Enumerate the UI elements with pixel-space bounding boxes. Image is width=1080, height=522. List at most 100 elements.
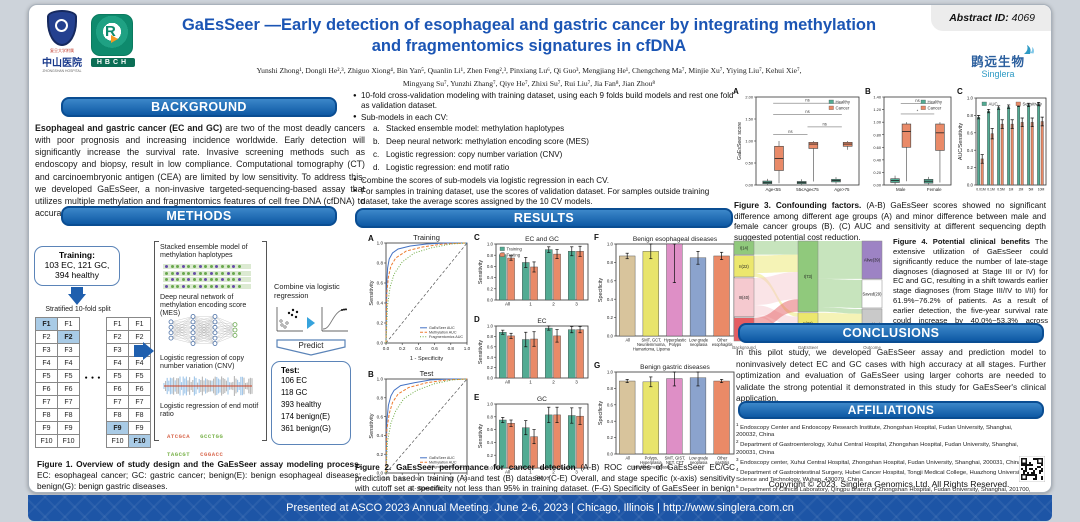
svg-text:All: All — [626, 456, 631, 461]
background-paragraph: Esophageal and gastric cancer (EC and GC… — [35, 122, 365, 219]
zhongshan-affil-text: 复旦大学附属 — [50, 48, 74, 53]
svg-text:I(14): I(14) — [740, 245, 749, 250]
svg-text:All: All — [505, 302, 510, 307]
svg-text:Fragmentomics AUC: Fragmentomics AUC — [429, 335, 463, 339]
svg-text:Background: Background — [732, 345, 756, 350]
svg-text:0.2: 0.2 — [399, 476, 406, 481]
svg-text:Alive(39): Alive(39) — [864, 258, 881, 263]
svg-text:0.60: 0.60 — [873, 145, 881, 150]
svg-text:GaEsSeer AUC: GaEsSeer AUC — [429, 456, 455, 460]
svg-text:Training: Training — [507, 246, 523, 251]
svg-text:0.2: 0.2 — [487, 365, 494, 370]
fold-cell: F4 — [35, 356, 58, 370]
svg-text:0.0: 0.0 — [377, 341, 384, 346]
svg-text:0.6: 0.6 — [377, 414, 384, 419]
neural-network-icon — [168, 314, 238, 346]
svg-text:All: All — [505, 470, 510, 475]
svg-text:Hamartoma, Lipoma: Hamartoma, Lipoma — [633, 346, 671, 351]
svg-text:0.8: 0.8 — [487, 414, 494, 419]
cnv-signal-icon — [163, 376, 253, 396]
svg-text:A: A — [368, 234, 374, 243]
bullet-item: ● Sub-models in each CV: — [353, 112, 448, 122]
fold-cell: F6 — [57, 382, 80, 396]
model-label-dnn: Deep neural network of methylation encod… — [160, 293, 247, 318]
svg-text:3: 3 — [575, 470, 578, 475]
hbch-logo: R HBCH — [91, 14, 135, 67]
footer-banner: Presented at ASCO 2023 Annual Meeting. J… — [28, 495, 1052, 521]
affiliations-list: 1 Endoscopy Center and Endoscopy Researc… — [736, 422, 1034, 492]
svg-text:2: 2 — [552, 470, 555, 475]
svg-text:All: All — [626, 338, 631, 343]
boxplot-sex-chart: B 0.00 0.20 0.40 0.60 0.80 1.00 1.20 1.40 Male Fem… — [865, 87, 952, 192]
svg-text:1.40: 1.40 — [873, 95, 881, 100]
singlera-name-en: Singlera — [981, 69, 1015, 79]
authors-line1: Yunshi Zhong¹, Dongli He²,³, Zhiguo Xion… — [256, 66, 802, 75]
svg-text:0.5M: 0.5M — [997, 188, 1005, 192]
svg-text:0.0: 0.0 — [383, 346, 390, 351]
svg-text:Methylation AUC: Methylation AUC — [429, 461, 457, 465]
svg-text:gastritis: gastritis — [715, 460, 729, 465]
fold-cell: F2 — [106, 330, 129, 344]
singlera-name-cn: 鹍远生物 — [970, 55, 1025, 69]
svg-text:0.8: 0.8 — [377, 261, 384, 266]
fold-cell: F10 — [106, 434, 129, 448]
svg-text:0.50: 0.50 — [745, 161, 753, 166]
section-header-background: BACKGROUND — [61, 97, 337, 117]
svg-text:Sensitivity: Sensitivity — [369, 413, 375, 438]
svg-text:Sensitivity: Sensitivity — [478, 260, 484, 285]
svg-text:Healthy: Healthy — [836, 99, 851, 104]
fold-cell: F7 — [35, 395, 58, 409]
fold-cell: F3 — [57, 343, 80, 357]
predict-banner: Predict — [276, 339, 346, 356]
fold-cell: F1 — [35, 317, 58, 331]
abstract-id-badge: Abstract ID: 4069 — [931, 5, 1051, 31]
zhongshan-name-cn: 中山医院 — [42, 58, 82, 69]
singlera-logo: 鹍远生物 Singlera — [970, 45, 1034, 79]
right-arrow-icon — [134, 345, 143, 357]
svg-text:1.0: 1.0 — [967, 96, 974, 101]
down-arrow-icon — [71, 287, 83, 294]
svg-text:Sensitivity: Sensitivity — [478, 340, 484, 365]
svg-text:C: C — [957, 87, 963, 96]
svg-text:0.2: 0.2 — [399, 346, 406, 351]
svg-text:*: * — [917, 108, 919, 113]
svg-text:0.0: 0.0 — [487, 376, 494, 381]
fold-cell: F1 — [128, 317, 151, 331]
combine-label: Combine via logistic regression — [274, 282, 340, 300]
svg-text:5M: 5M — [1029, 188, 1034, 192]
footer-text: Presented at ASCO 2023 Annual Meeting. J… — [286, 502, 794, 514]
svg-text:0.2: 0.2 — [607, 315, 614, 320]
bullet-item: ● Combine the scores of sub-models via lo… — [353, 175, 610, 185]
bullet-item: ● 10-fold cross-validation modeling with … — [353, 91, 734, 111]
svg-text:GaEsSeer score: GaEsSeer score — [737, 122, 743, 160]
svg-text:I(73): I(73) — [804, 274, 813, 279]
fold-cell: F6 — [106, 382, 129, 396]
svg-text:neoplasia: neoplasia — [690, 460, 708, 465]
svg-text:neoplasia: neoplasia — [690, 342, 708, 347]
background-text: are two of the most deadly cancers with … — [35, 123, 365, 218]
svg-text:Polyps: Polyps — [669, 342, 681, 347]
svg-text:0.8: 0.8 — [607, 386, 614, 391]
svg-text:1.0: 1.0 — [487, 402, 494, 407]
svg-text:55≤Age≤75: 55≤Age≤75 — [796, 187, 819, 192]
svg-text:0.1M: 0.1M — [987, 188, 995, 192]
fold-cell: F3 — [35, 343, 58, 357]
svg-text:ns: ns — [788, 129, 792, 134]
methylation-haplotype-grid — [163, 264, 251, 290]
svg-text:0.01M: 0.01M — [976, 188, 986, 192]
svg-text:0.4: 0.4 — [377, 301, 384, 306]
svg-text:D: D — [474, 315, 480, 324]
svg-text:A: A — [733, 87, 739, 96]
svg-text:0.4: 0.4 — [607, 419, 614, 424]
svg-text:Sensitivity: Sensitivity — [369, 280, 375, 305]
right-bracket — [262, 241, 267, 441]
model-label-endmotif: Logistic regression of end motif ratio — [160, 402, 259, 419]
background-lead: Esophageal and gastric cancer (EC and GC… — [35, 123, 223, 133]
svg-text:0.8: 0.8 — [607, 260, 614, 265]
svg-text:All: All — [505, 380, 510, 385]
svg-text:0.6: 0.6 — [431, 476, 438, 481]
svg-text:0.40: 0.40 — [873, 157, 881, 162]
svg-text:1.50: 1.50 — [745, 117, 753, 122]
